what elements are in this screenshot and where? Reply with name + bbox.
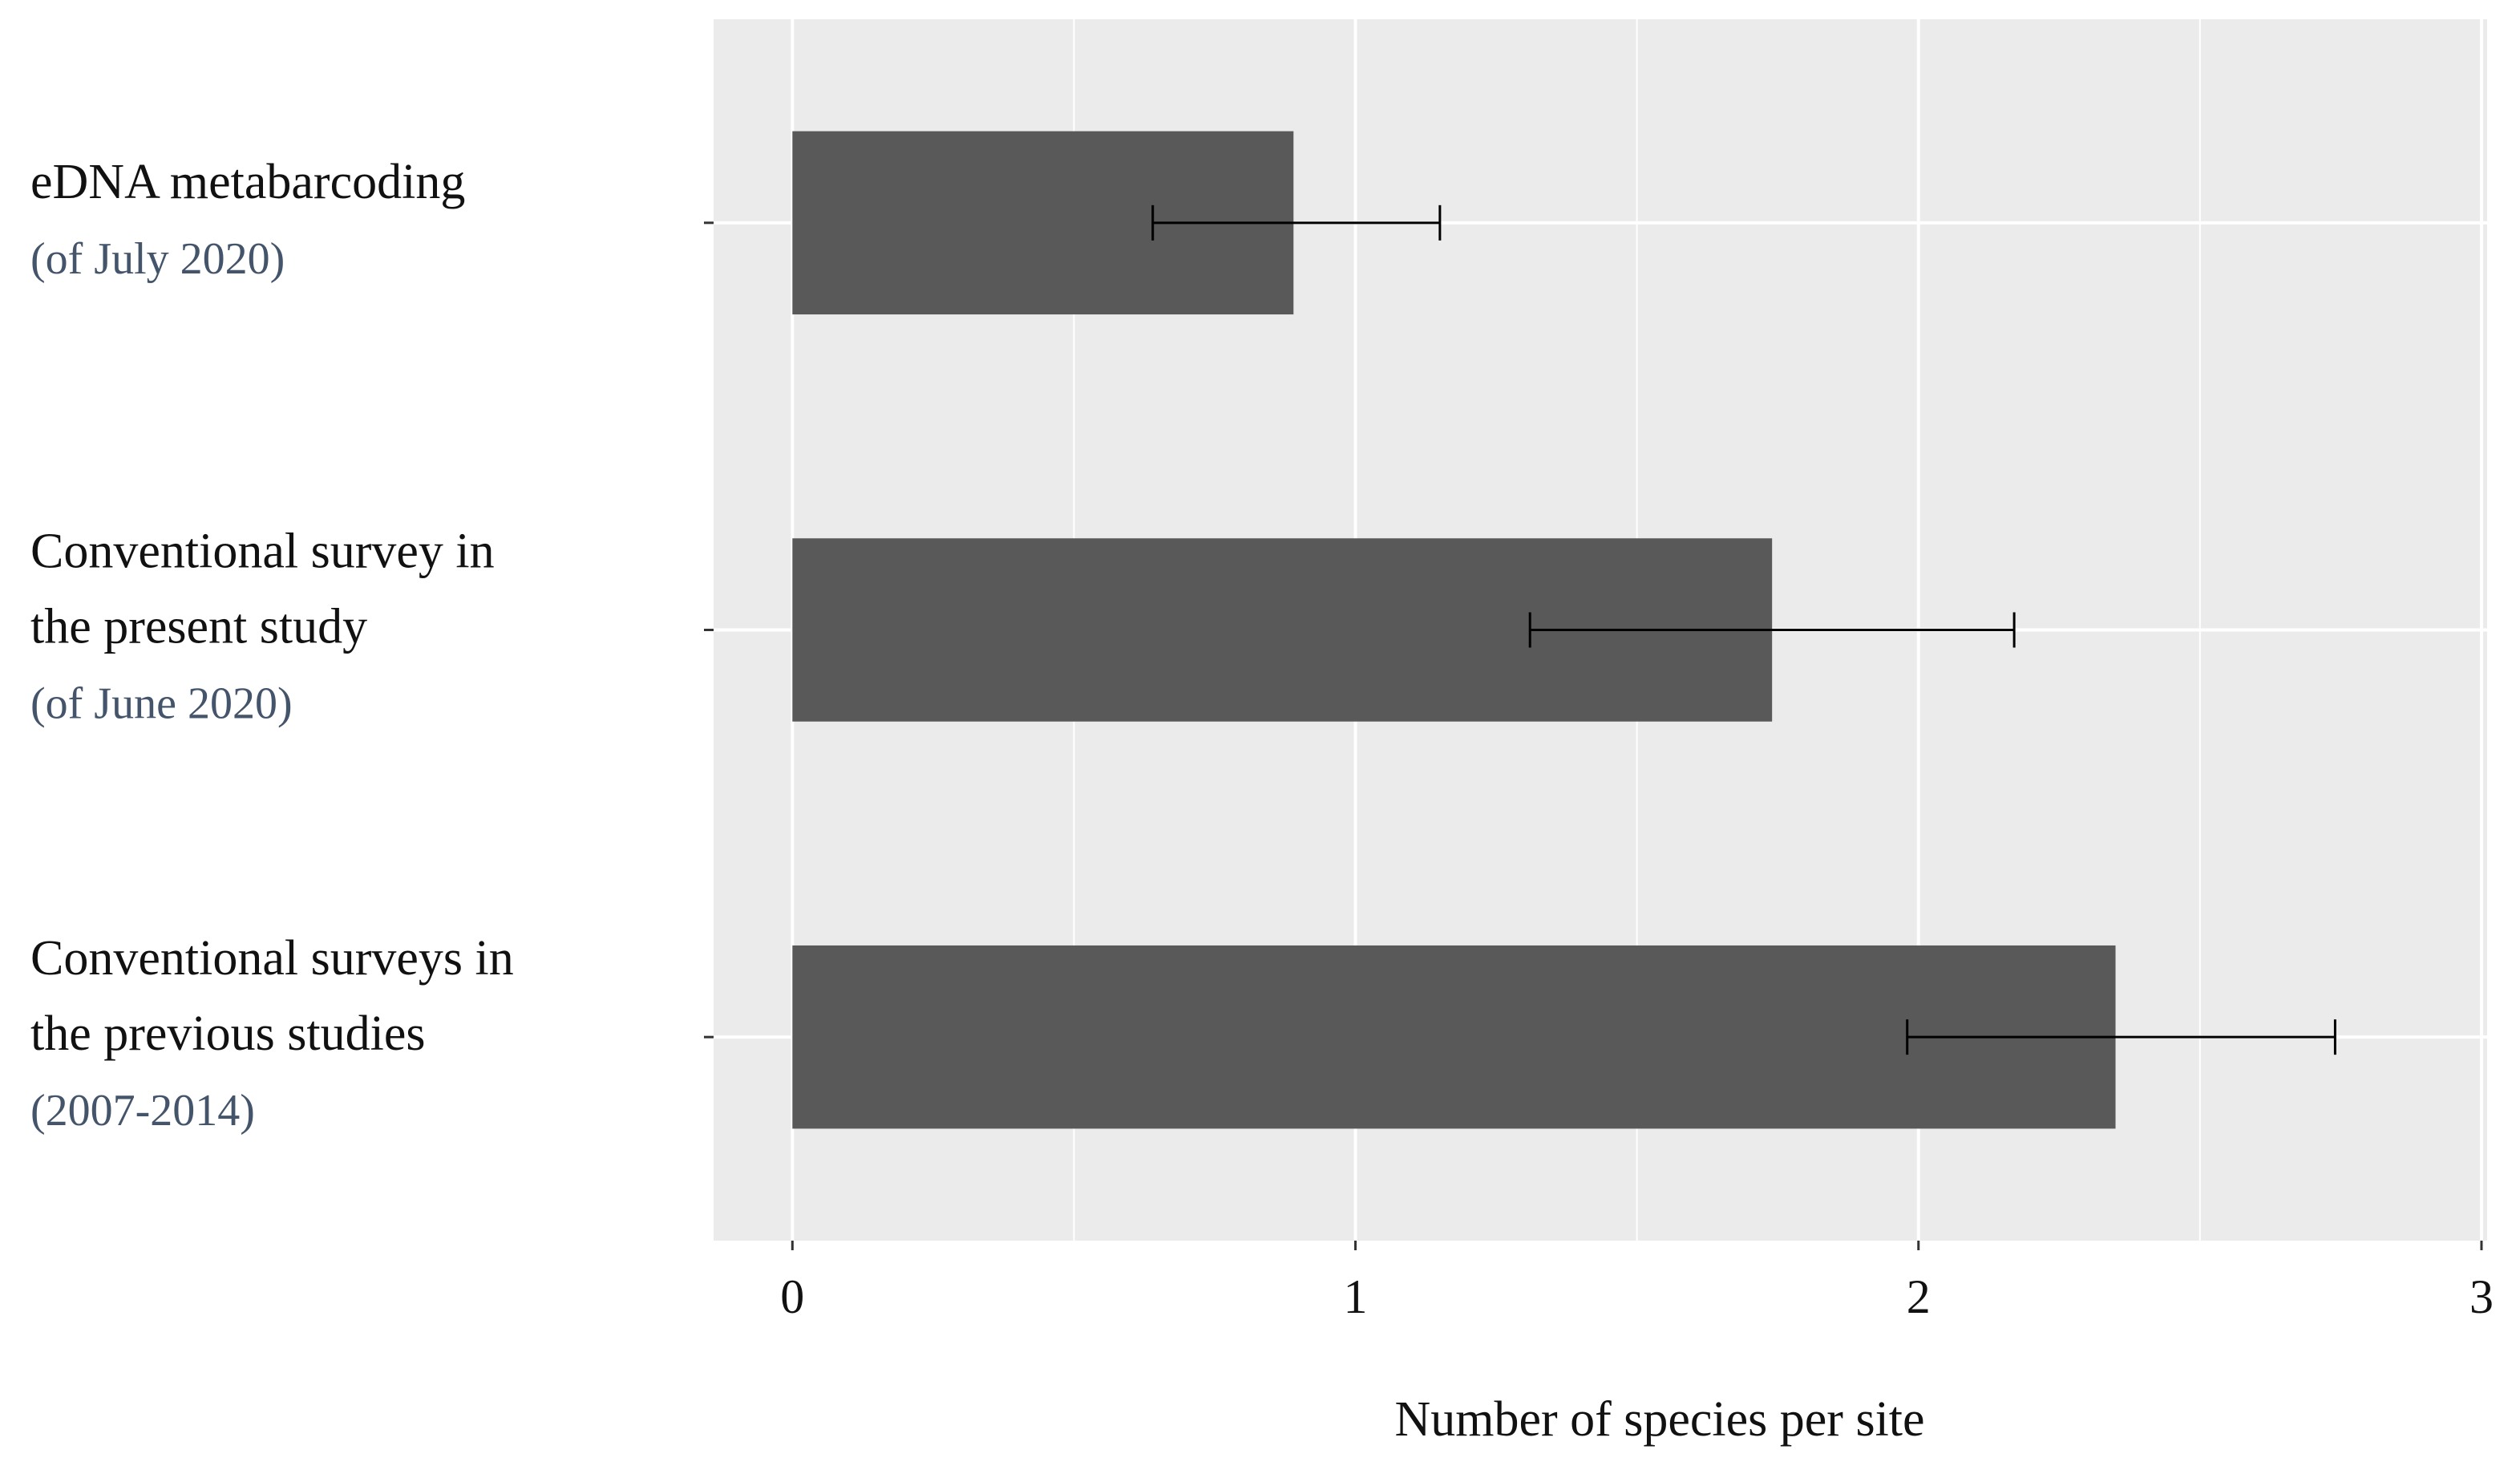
category-labels: eDNA metabarcoding (of July 2020) Conventi… xyxy=(30,155,514,1136)
error-bar xyxy=(1906,1019,2336,1055)
error-bars xyxy=(1151,204,2336,1055)
y-axis-ticks xyxy=(704,221,714,1039)
bars xyxy=(792,131,2116,1129)
category-label-line: the present study xyxy=(30,600,367,654)
x-tick-label: 0 xyxy=(780,1270,804,1323)
category-label: Conventional survey in the present study (… xyxy=(30,524,495,729)
bar xyxy=(792,945,2116,1129)
x-tick-label: 2 xyxy=(1907,1270,1931,1323)
x-tick-label: 3 xyxy=(2469,1270,2494,1323)
category-label-line: Conventional survey in xyxy=(30,524,495,579)
category-label-note: (of June 2020) xyxy=(30,679,293,729)
category-label-line: Conventional surveys in xyxy=(30,931,514,986)
category-label: Conventional surveys in the previous stud… xyxy=(30,931,514,1136)
error-bar xyxy=(1528,612,2016,648)
category-label-note: (2007-2014) xyxy=(30,1086,255,1136)
category-label: eDNA metabarcoding (of July 2020) xyxy=(30,155,465,284)
x-axis-title: Number of species per site xyxy=(1394,1392,1924,1447)
x-tick-label: 1 xyxy=(1344,1270,1368,1323)
error-bar xyxy=(1151,204,1442,241)
category-label-line: the previous studies xyxy=(30,1006,426,1061)
category-label-note: (of July 2020) xyxy=(30,234,285,284)
x-axis-ticks: 0 1 2 3 xyxy=(780,1241,2494,1323)
category-label-line: eDNA metabarcoding xyxy=(30,155,465,209)
